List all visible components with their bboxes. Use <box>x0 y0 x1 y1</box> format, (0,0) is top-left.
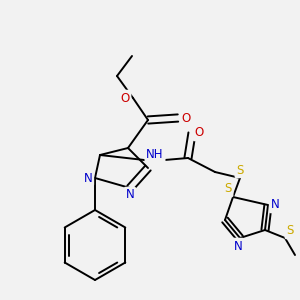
Text: S: S <box>224 182 232 196</box>
Text: N: N <box>271 199 279 212</box>
Text: N: N <box>126 188 134 202</box>
Text: O: O <box>194 127 204 140</box>
Text: S: S <box>236 164 244 176</box>
Text: N: N <box>84 172 92 184</box>
Text: O: O <box>120 92 130 104</box>
Text: O: O <box>182 112 190 124</box>
Text: NH: NH <box>146 148 164 160</box>
Text: N: N <box>234 239 242 253</box>
Text: S: S <box>286 224 294 238</box>
